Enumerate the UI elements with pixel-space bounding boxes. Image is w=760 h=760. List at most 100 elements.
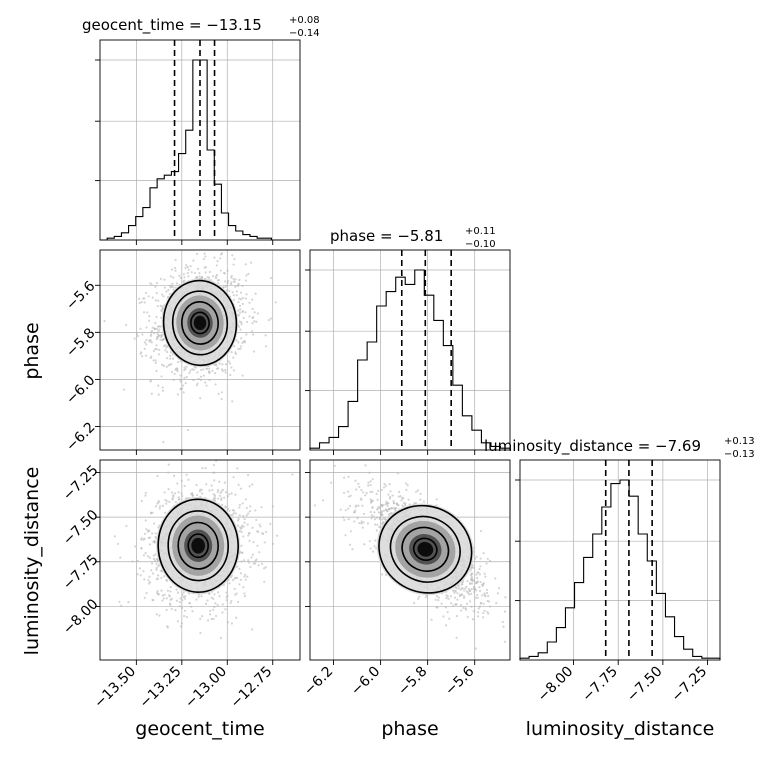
sample-point (169, 357, 172, 360)
sample-point (165, 365, 168, 368)
sample-point (228, 362, 232, 365)
sample-point (417, 597, 420, 600)
sample-point (389, 495, 392, 499)
sample-point (459, 588, 462, 591)
sample-point (125, 524, 128, 528)
sample-point (237, 301, 240, 304)
sample-point (170, 607, 173, 611)
sample-point (143, 341, 147, 344)
sample-point (168, 602, 172, 605)
sample-point (364, 464, 367, 467)
sample-point (239, 308, 242, 311)
sample-point (169, 351, 172, 354)
sample-point (156, 332, 159, 336)
svg-text:phase = −5.81: phase = −5.81 (330, 227, 443, 245)
xlabel-phase: phase (381, 718, 438, 740)
sample-point (172, 276, 175, 279)
sample-point (235, 616, 238, 619)
sample-point (204, 255, 207, 258)
sample-point (472, 585, 475, 589)
sample-point (146, 529, 150, 533)
sample-point (444, 624, 448, 627)
sample-point (239, 291, 243, 294)
sample-point (241, 302, 244, 305)
sample-point (227, 279, 230, 283)
sample-point (239, 328, 242, 331)
sample-point (145, 326, 148, 329)
sample-point (252, 541, 255, 544)
sample-point (406, 484, 409, 487)
sample-point (142, 554, 145, 557)
sample-point (209, 609, 212, 612)
sample-point (168, 363, 171, 366)
sample-point (230, 492, 233, 495)
sample-point (373, 545, 376, 548)
sample-point (239, 572, 242, 575)
sample-point (181, 593, 184, 596)
sample-point (241, 284, 244, 288)
sample-point (251, 322, 254, 325)
sample-point (369, 498, 372, 501)
sample-point (407, 498, 410, 501)
sample-point (200, 594, 203, 598)
sample-point (238, 503, 241, 506)
panel-frame (99, 39, 301, 241)
sample-point (234, 493, 237, 496)
sample-point (228, 493, 231, 496)
sample-point (196, 371, 199, 374)
sample-point (204, 467, 207, 470)
sample-point (481, 616, 485, 619)
sample-point (466, 615, 469, 619)
sample-point (371, 550, 375, 553)
sample-point (378, 517, 381, 521)
sample-point (444, 606, 447, 609)
sample-point (342, 516, 345, 519)
sample-point (387, 507, 390, 510)
sample-point (243, 517, 246, 521)
xtick-label-phase: −5.8 (395, 664, 430, 699)
sample-point (200, 492, 204, 495)
sample-point (373, 518, 377, 521)
sample-point (475, 581, 478, 585)
sample-point (224, 608, 227, 611)
sample-point (213, 605, 216, 609)
sample-point (253, 320, 256, 323)
sample-point (365, 491, 368, 495)
sample-point (168, 594, 171, 597)
sample-point (401, 497, 404, 500)
sample-point (465, 602, 469, 605)
sample-point (205, 483, 208, 486)
sample-point (445, 594, 448, 597)
sample-point (375, 492, 378, 495)
sample-point (157, 325, 160, 328)
sample-point (465, 590, 468, 593)
sample-point (152, 599, 155, 602)
sample-point (173, 492, 177, 495)
sample-point (359, 497, 362, 500)
sample-point (291, 473, 294, 476)
sample-point (386, 504, 389, 508)
sample-point (150, 569, 153, 572)
sample-point (369, 480, 372, 483)
sample-point (435, 595, 439, 598)
sample-point (199, 375, 203, 378)
sample-point (485, 591, 489, 595)
sample-point (479, 557, 482, 560)
sample-point (212, 498, 215, 501)
sample-point (241, 374, 244, 377)
sample-point (217, 488, 220, 492)
sample-point (244, 297, 247, 300)
sample-point (169, 354, 172, 357)
sample-point (230, 622, 234, 625)
sample-point (189, 369, 192, 372)
sample-point (361, 526, 364, 529)
sample-point (405, 488, 408, 491)
sample-point (230, 274, 233, 278)
sample-point (160, 375, 163, 378)
sample-point (154, 361, 157, 364)
sample-point (161, 594, 164, 597)
sample-point (240, 524, 244, 527)
sample-point (242, 586, 245, 589)
sample-point (369, 547, 372, 550)
sample-point (213, 494, 217, 497)
